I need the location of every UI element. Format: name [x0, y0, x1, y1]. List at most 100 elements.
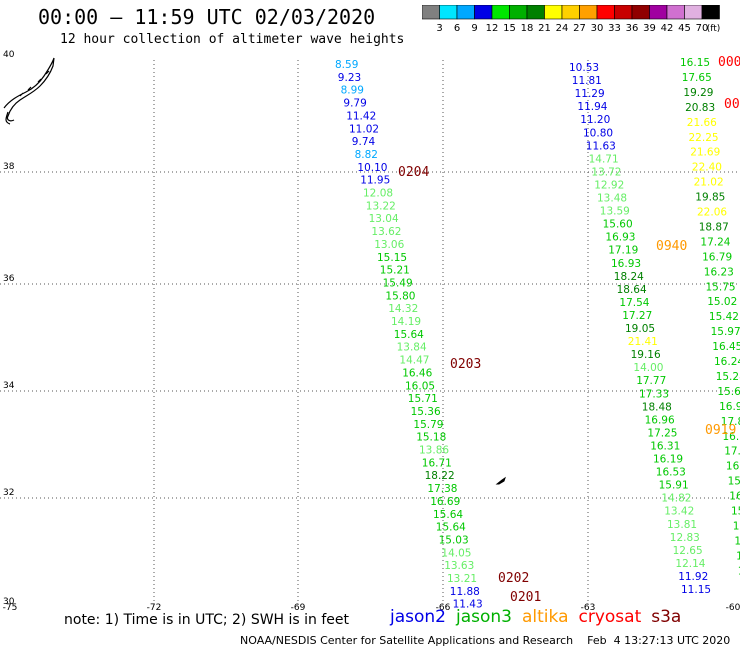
track-a-swh-value: 14.47	[399, 355, 429, 367]
pass-time-label: 0919	[705, 423, 736, 438]
latitude-label: 38	[3, 162, 15, 172]
altimeter-tracks: 8.599.238.999.7911.4211.029.748.8210.101…	[335, 57, 740, 611]
track-b-swh-value: 18.24	[614, 271, 644, 283]
track-a-swh-value: 16.46	[402, 367, 432, 379]
track-b-swh-value: 13.59	[600, 206, 630, 218]
track-b-swh-value: 17.77	[636, 375, 666, 387]
track-a-swh-value: 14.05	[441, 547, 471, 559]
track-a-swh-value: 9.23	[338, 72, 361, 84]
track-b-swh-value: 21.41	[628, 336, 658, 348]
track-c-swh-value: 16.76	[723, 431, 740, 443]
track-a-swh-value: 15.71	[408, 393, 438, 405]
track-a-swh-value: 15.80	[385, 290, 415, 302]
track-b-swh-value: 11.92	[678, 571, 708, 583]
track-c-swh-value: 21.69	[690, 147, 720, 159]
track-c-swh-value: 15.42	[709, 311, 739, 323]
track-a-swh-value: 15.64	[394, 329, 424, 341]
longitude-label: -69	[291, 603, 306, 612]
track-c-swh-value: 19.29	[683, 87, 713, 99]
track-b-swh-value: 16.93	[611, 258, 641, 270]
track-a-swh-value: 17.38	[427, 483, 457, 495]
legend-tick-label: 27	[573, 23, 586, 34]
track-b-swh-value: 13.48	[597, 193, 627, 205]
track-b-swh-value: 13.81	[667, 519, 697, 531]
track-b-swh-value: 12.65	[673, 545, 703, 557]
track-b-swh-value: 14.00	[633, 362, 663, 374]
track-a-swh-value: 15.49	[383, 277, 413, 289]
track-c-swh-value: 15.0	[733, 520, 740, 532]
track-a-swh-value: 16.05	[405, 380, 435, 392]
track-c-swh-value: 15.97	[711, 326, 740, 338]
satellite-name-jason2: jason2	[390, 607, 446, 627]
track-a-swh-value: 13.84	[397, 342, 427, 354]
track-a-swh-value: 8.59	[335, 59, 358, 71]
longitude-label: -72	[147, 603, 162, 612]
track-b-swh-value: 14.71	[589, 153, 619, 165]
track-a-swh-value: 13.21	[447, 573, 477, 585]
track-b-swh-value: 10.53	[569, 62, 599, 74]
legend-tick-label: 15	[503, 23, 516, 34]
legend-swatch	[701, 5, 720, 20]
pass-time-label: 0202	[498, 571, 529, 586]
legend-tick-label: 36	[626, 23, 639, 34]
satellite-name-s3a: s3a	[651, 607, 682, 627]
track-a-swh-value: 14.32	[388, 303, 418, 315]
track-c-swh-value: 22.06	[697, 207, 727, 219]
track-a-swh-value: 11.43	[453, 599, 483, 611]
legend-tick-label: 9	[471, 23, 477, 34]
satellite-legend: jason2 jason3 altika cryosat s3a	[390, 607, 691, 627]
latitude-label: 40	[3, 50, 15, 60]
legend-tick-label: 33	[608, 23, 621, 34]
pass-time-label: 0940	[656, 239, 687, 254]
coastline	[3, 57, 55, 125]
track-c-swh-value: 20.83	[685, 102, 715, 114]
track-c-swh-value: 15.02	[707, 296, 737, 308]
track-c-swh-value: 15.3	[731, 506, 740, 518]
track-a-swh-value: 13.04	[369, 213, 399, 225]
track-a-swh-value: 12.08	[363, 188, 393, 200]
track-b-swh-value: 18.48	[642, 401, 672, 413]
track-b-swh-value: 17.33	[639, 388, 669, 400]
track-a-swh-value: 15.03	[439, 534, 469, 546]
track-b-swh-value: 13.72	[591, 166, 621, 178]
track-c-swh-value: 15.1	[738, 565, 740, 577]
map-subtitle: 12 hour collection of altimeter wave hei…	[60, 32, 405, 47]
track-b-swh-value: 18.64	[617, 284, 647, 296]
track-a-swh-value: 15.18	[416, 432, 446, 444]
track-a-swh-value: 15.21	[380, 265, 410, 277]
map-title: 00:00 – 11:59 UTC 02/03/2020	[38, 5, 376, 29]
pass-time-label: 0204	[398, 165, 429, 180]
legend-tick-label: 39	[643, 23, 656, 34]
track-c-swh-value: 17.24	[700, 236, 730, 248]
track-a-swh-value: 18.22	[425, 470, 455, 482]
longitude-label: -63	[581, 603, 596, 612]
track-c-swh-value: 16.97	[719, 401, 740, 413]
track-b-swh-value: 16.31	[650, 440, 680, 452]
axis-labels: 40 38 36 34 32 30-75 -72 -69 -66 -63 -60	[3, 50, 740, 612]
legend-tick-label: 21	[538, 23, 551, 34]
longitude-label: -60	[726, 603, 740, 612]
track-c-swh-value: 16.3	[729, 491, 740, 503]
track-c-swh-value: 22.25	[689, 132, 719, 144]
pass-time-label: 00	[724, 97, 740, 112]
legend-unit-label: (ft)	[707, 24, 721, 34]
footer-note: note: 1) Time is in UTC; 2) SWH is in fe…	[64, 612, 350, 628]
track-a-swh-value: 15.79	[413, 419, 443, 431]
track-c-swh-value: 21.66	[687, 117, 717, 129]
track-a-swh-value: 13.62	[371, 226, 401, 238]
legend-tick-label: 70	[696, 23, 709, 34]
color-scale-legend: 3 6 9 12 15 18 21 24 27 30 33 36 39 42 45 70(ft)	[422, 5, 721, 34]
latitude-label: 36	[3, 274, 15, 284]
pass-time-label: 000	[718, 55, 740, 70]
track-b-swh-value: 17.54	[619, 297, 649, 309]
track-c-swh-value: 15.9	[736, 550, 740, 562]
track-b-swh-value: 19.16	[631, 349, 661, 361]
legend-tick-label: 42	[661, 23, 674, 34]
track-b-swh-value: 16.93	[605, 232, 635, 244]
track-a-swh-value: 9.79	[343, 98, 366, 110]
track-b-swh-value: 17.25	[647, 427, 677, 439]
track-a-swh-value: 15.36	[411, 406, 441, 418]
bermuda-island	[495, 476, 506, 485]
